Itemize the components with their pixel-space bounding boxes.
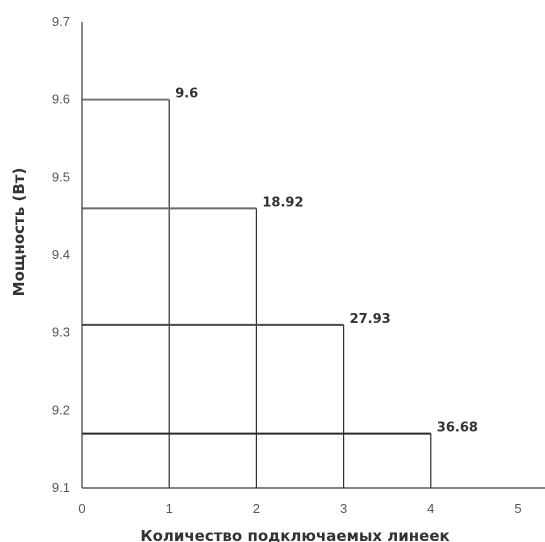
x-tick-label: 4 xyxy=(427,501,434,516)
drop-lines xyxy=(168,99,432,488)
x-tick-label: 3 xyxy=(340,501,347,516)
level-lines xyxy=(82,98,431,435)
y-tick-label: 9.1 xyxy=(52,480,70,495)
data-labels: 9.6 18.92 27.93 36.68 xyxy=(175,87,478,436)
data-label: 18.92 xyxy=(262,195,303,210)
y-tick-label: 9.7 xyxy=(52,14,70,29)
y-tick-label: 9.5 xyxy=(52,169,70,184)
x-axis-label: Количество подключаемых линеек xyxy=(140,527,449,542)
y-tick-label: 9.6 xyxy=(52,92,70,107)
y-tick-label: 9.4 xyxy=(52,247,70,262)
x-tick-labels: 0 1 2 3 4 5 xyxy=(78,501,521,516)
x-tick-label: 2 xyxy=(253,501,260,516)
x-tick-label: 0 xyxy=(78,501,85,516)
y-axis-label: Мощность (Вт) xyxy=(10,168,28,297)
y-tick-label: 9.2 xyxy=(52,402,70,417)
x-tick-label: 5 xyxy=(514,501,521,516)
data-label: 36.68 xyxy=(437,421,478,436)
y-tick-label: 9.3 xyxy=(52,325,70,340)
data-label: 27.93 xyxy=(350,312,391,327)
data-label: 9.6 xyxy=(175,87,198,102)
x-tick-label: 1 xyxy=(166,501,173,516)
y-tick-labels: 9.1 9.2 9.3 9.4 9.5 9.6 9.7 xyxy=(52,14,70,495)
